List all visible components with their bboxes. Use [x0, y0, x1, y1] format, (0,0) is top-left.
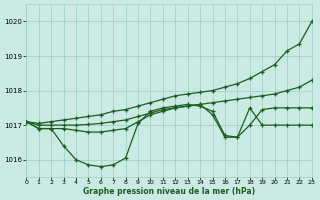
X-axis label: Graphe pression niveau de la mer (hPa): Graphe pression niveau de la mer (hPa) — [83, 187, 255, 196]
